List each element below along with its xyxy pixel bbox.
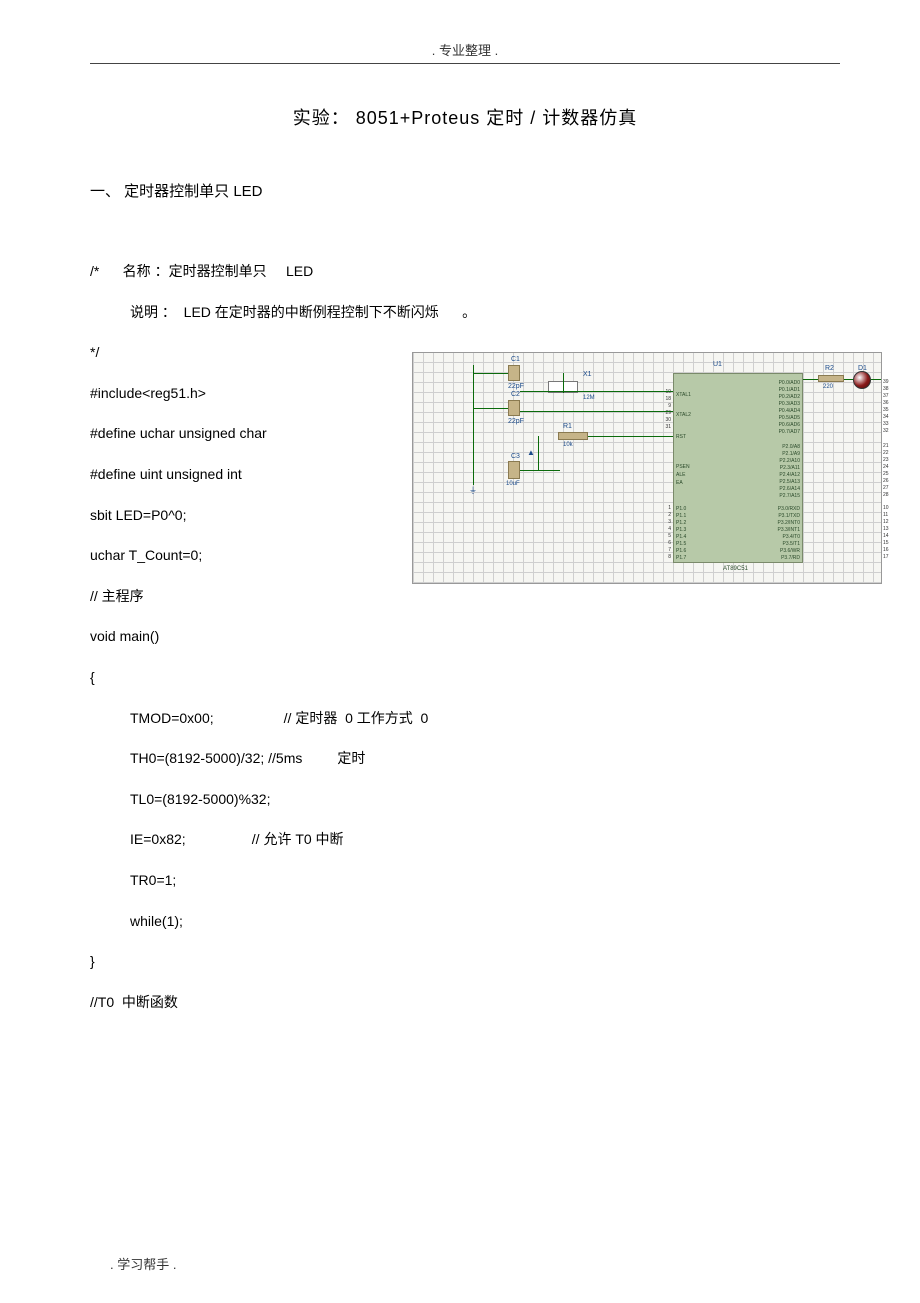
pin-group-p1: P1.0P1.1P1.2P1.3P1.4P1.5P1.6P1.7 <box>676 506 716 562</box>
wire <box>844 379 853 380</box>
resistor-r2 <box>818 375 844 382</box>
wire <box>473 408 508 409</box>
document-title: 实验： 8051+Proteus 定时 / 计数器仿真 <box>90 104 840 130</box>
pin-group-p3: P3.0/RXDP3.1/TXDP3.2/INT0P3.3/INT1P3.4/T… <box>760 506 800 562</box>
wire <box>588 436 673 437</box>
code-line: void main() <box>90 616 840 657</box>
component-label: X1 <box>583 371 592 378</box>
wire <box>520 411 673 412</box>
proteus-schematic: XTAL1 XTAL2 RST PSEN ALE EA P0.0/AD0P0.1… <box>412 352 882 584</box>
page: . 专业整理 . 实验： 8051+Proteus 定时 / 计数器仿真 一、 … <box>0 0 920 1303</box>
pin-numbers-p3: 1011121314151617 <box>883 505 911 561</box>
wire <box>563 373 564 393</box>
header-rule <box>90 63 840 64</box>
section-1-heading: 一、 定时器控制单只 LED <box>90 180 840 201</box>
component-label: R1 <box>563 423 572 430</box>
capacitor-c1 <box>508 365 520 381</box>
code-line: IE=0x82; // 允许 T0 中断 <box>90 819 840 860</box>
wire <box>538 436 539 470</box>
code-line: TL0=(8192-5000)%32; <box>90 779 840 820</box>
ground-icon: ⏚ <box>469 485 477 496</box>
component-value: 10uF <box>506 481 520 487</box>
wire <box>520 391 673 392</box>
mcu-chip: XTAL1 XTAL2 RST PSEN ALE EA P0.0/AD0P0.1… <box>673 373 803 563</box>
component-value: 22pF <box>508 418 524 425</box>
code-line: /* 名称 ：定时器控制单只 LED <box>90 251 840 292</box>
code-line: { <box>90 657 840 698</box>
code-line: TMOD=0x00; // 定时器 0 工作方式 0 <box>90 698 840 739</box>
pin-label: XTAL1 <box>676 392 716 399</box>
vcc-icon: ▲ <box>527 448 535 457</box>
component-label: C3 <box>511 453 520 460</box>
capacitor-c3 <box>508 461 520 479</box>
component-value: 12M <box>583 395 595 401</box>
component-label: U1 <box>713 361 722 368</box>
wire <box>473 365 474 485</box>
code-line: while(1); <box>90 901 840 942</box>
pin-numbers-p0: 3938373635343332 <box>883 379 911 435</box>
wire <box>520 470 560 471</box>
component-value: 220 <box>823 384 833 390</box>
pin-numbers-p2: 2122232425262728 <box>883 443 911 499</box>
component-value: 22pF <box>508 383 524 390</box>
pin-label: RST <box>676 434 716 441</box>
code-line: } <box>90 941 840 982</box>
capacitor-c2 <box>508 400 520 416</box>
led-d1 <box>853 371 871 389</box>
wire <box>803 379 818 380</box>
pin-label: XTAL2 <box>676 412 716 419</box>
pin-group-p0: P0.0/AD0P0.1/AD1P0.2/AD2P0.3/AD3P0.4/AD4… <box>760 380 800 436</box>
component-value: 10k <box>563 442 573 448</box>
wire <box>871 379 881 380</box>
component-label: R2 <box>825 365 834 372</box>
pin-label: ALE <box>676 472 716 479</box>
pin-numbers-p1: 12345678 <box>643 505 671 561</box>
pin-numbers-ctrl: 19189293031 <box>643 389 671 431</box>
mcu-name: AT89C51 <box>723 566 748 572</box>
code-line: 说明 ： LED 在定时器的中断例程控制下不断闪烁 。 <box>90 292 840 333</box>
code-line: TR0=1; <box>90 860 840 901</box>
pin-label: EA <box>676 480 716 487</box>
code-line: //T0 中断函数 <box>90 982 840 1023</box>
pin-label: PSEN <box>676 464 716 471</box>
page-header: . 专业整理 . <box>90 40 840 59</box>
component-label: C2 <box>511 391 520 398</box>
pin-group-p2: P2.0/A8P2.1/A9P2.2/A10P2.3/A11P2.4/A12P2… <box>760 444 800 500</box>
page-footer: . 学习帮手 . <box>110 1254 176 1273</box>
resistor-r1 <box>558 432 588 440</box>
wire <box>473 373 508 374</box>
component-label: C1 <box>511 356 520 363</box>
code-line: TH0=(8192-5000)/32; //5ms 定时 <box>90 738 840 779</box>
